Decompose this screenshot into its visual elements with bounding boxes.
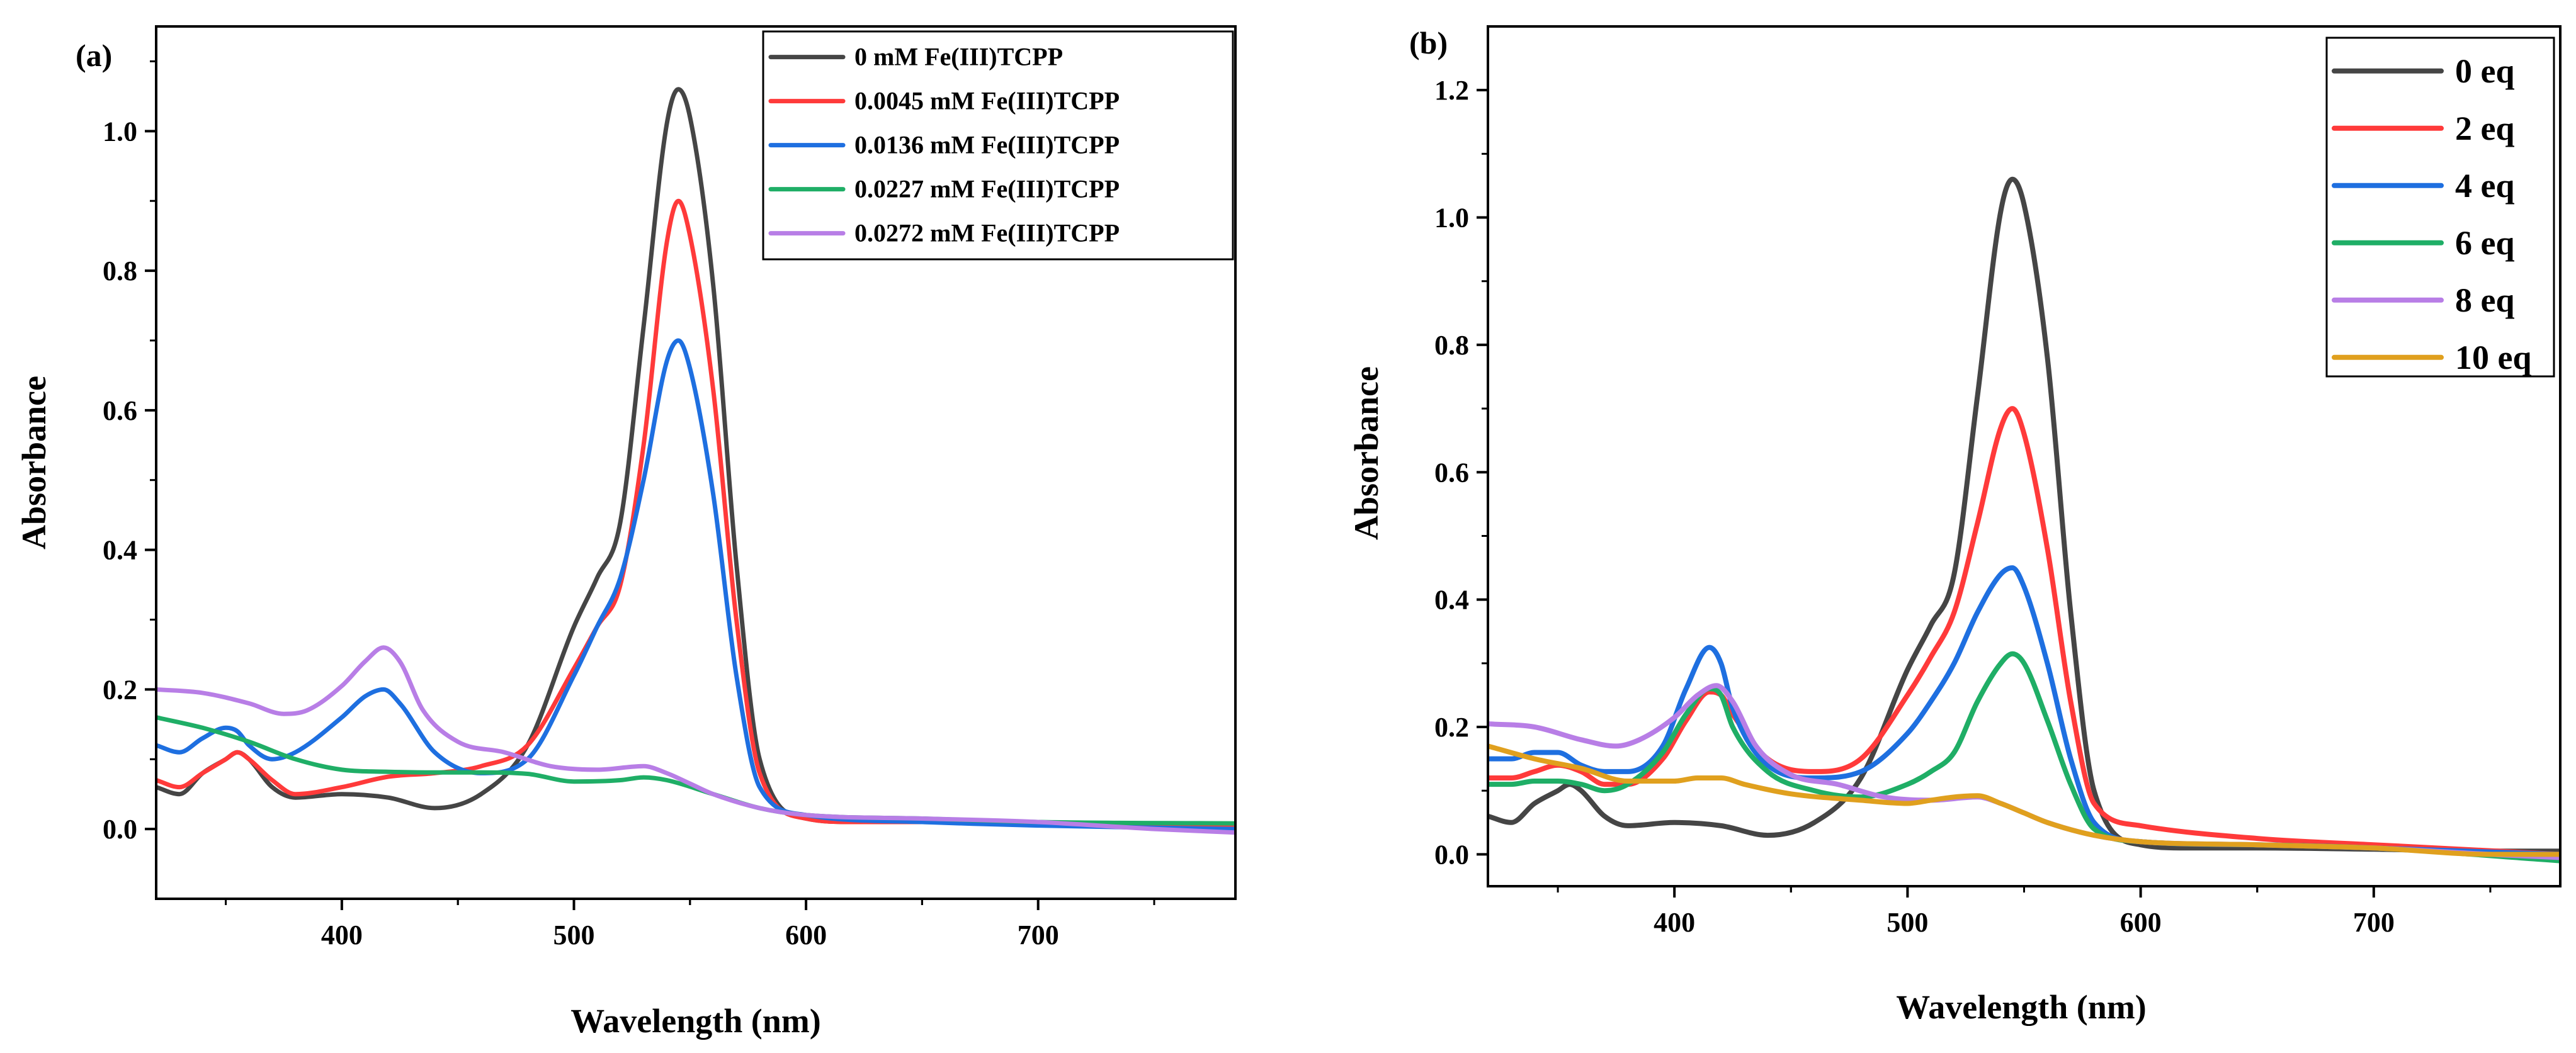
y-tick-label: 0.2 — [1434, 712, 1469, 743]
x-tick-label: 600 — [785, 920, 827, 950]
series-line-3 — [156, 715, 1235, 826]
legend-label-4: 0.0272 mM Fe(III)TCPP — [854, 219, 1120, 247]
series-line-2 — [156, 338, 1235, 831]
series-line-1 — [156, 198, 1235, 828]
y-tick-label: 0.4 — [1434, 585, 1469, 616]
legend: 0 mM Fe(III)TCPP 0.0045 mM Fe(III)TCPP 0.0… — [762, 30, 1234, 261]
panel-label: (a) — [76, 38, 112, 73]
x-tick-label: 400 — [1654, 907, 1695, 938]
legend-label-5: 10 eq — [2455, 339, 2532, 376]
legend-label-4: 8 eq — [2455, 281, 2515, 319]
y-axis-title: Absorbance — [1348, 366, 1385, 540]
legend-label-0: 0 eq — [2455, 52, 2515, 90]
series-line-5 — [1488, 743, 2560, 857]
series-line-4 — [156, 645, 1235, 835]
series-line-1 — [1488, 406, 2560, 857]
y-tick-label: 0.4 — [103, 535, 137, 566]
legend-label-1: 0.0045 mM Fe(III)TCPP — [854, 87, 1120, 115]
y-tick-label: 0.0 — [103, 814, 137, 845]
legend-label-0: 0 mM Fe(III)TCPP — [854, 43, 1063, 71]
y-tick-label: 0.8 — [1434, 330, 1469, 361]
x-tick-label: 500 — [553, 920, 594, 950]
y-tick-label: 1.0 — [103, 116, 137, 147]
chart-panel-b: 400 500 600 700 0.0 0.2 0.4 0.6 0.8 1.0 1.2 Wavelen… — [1348, 25, 2562, 1026]
x-axis-title: Wavelength (nm) — [1896, 988, 2147, 1026]
x-tick-label: 700 — [2353, 907, 2395, 938]
legend-label-3: 6 eq — [2455, 224, 2515, 262]
y-tick-label: 0.6 — [1434, 457, 1469, 488]
chart-panel-a: 400 500 600 700 0.0 0.2 0.4 0.6 0.8 1.0 Wavelength… — [15, 25, 1237, 1040]
x-tick-label: 400 — [321, 920, 363, 950]
panel-label: (b) — [1409, 25, 1448, 60]
legend-label-1: 2 eq — [2455, 110, 2515, 147]
x-tick-label: 600 — [2120, 907, 2162, 938]
y-axis-title: Absorbance — [15, 376, 53, 549]
series-group — [1488, 176, 2560, 864]
y-tick-label: 0.6 — [103, 395, 137, 426]
y-tick-label: 0.0 — [1434, 839, 1469, 870]
x-tick-label: 500 — [1887, 907, 1928, 938]
series-group — [156, 87, 1235, 835]
legend-label-2: 4 eq — [2455, 167, 2515, 205]
legend: 0 eq 2 eq 4 eq 6 eq 8 eq 10 eq — [2325, 37, 2555, 378]
x-axis-title: Wavelength (nm) — [570, 1002, 821, 1040]
y-tick-label: 1.2 — [1434, 75, 1469, 106]
series-line-0 — [1488, 176, 2560, 854]
legend-box — [2325, 37, 2555, 378]
legend-label-2: 0.0136 mM Fe(III)TCPP — [854, 131, 1120, 159]
series-line-3 — [1488, 651, 2560, 864]
y-tick-label: 0.2 — [103, 674, 137, 705]
x-tick-label: 700 — [1018, 920, 1059, 950]
legend-label-3: 0.0227 mM Fe(III)TCPP — [854, 175, 1120, 203]
y-tick-label: 0.8 — [103, 256, 137, 286]
plot-frame — [155, 25, 1237, 900]
y-tick-label: 1.0 — [1434, 203, 1469, 234]
